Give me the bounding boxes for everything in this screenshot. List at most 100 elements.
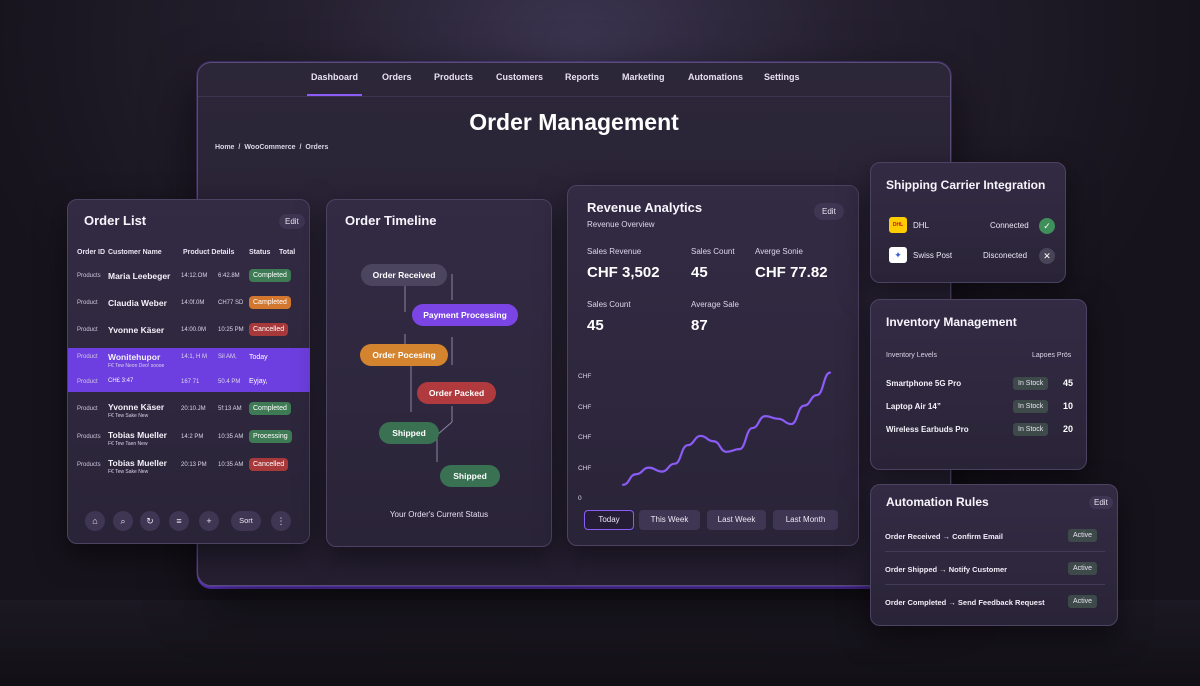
close-icon[interactable]: ✕ bbox=[1039, 248, 1055, 264]
col-customer-name[interactable]: Customer Name bbox=[108, 249, 162, 256]
row-detail: CH77 SD bbox=[218, 300, 244, 306]
inventory-item-name: Wireless Earbuds Pro bbox=[886, 425, 969, 434]
sort-button[interactable]: Sort bbox=[231, 511, 261, 531]
inventory-right-label: Lapoes Prös bbox=[1032, 352, 1072, 359]
filter-icon[interactable]: ≡ bbox=[169, 511, 189, 531]
table-row[interactable]: Products Tobias Mueller F€ Tew Taen New … bbox=[68, 424, 310, 451]
nav-reports[interactable]: Reports bbox=[565, 72, 600, 82]
breadcrumb-woocommerce[interactable]: WooCommerce bbox=[244, 144, 296, 151]
nav-orders[interactable]: Orders bbox=[382, 72, 412, 82]
nav-dashboard[interactable]: Dashboard bbox=[306, 72, 363, 96]
table-row[interactable]: Products Tobias Mueller F€ Tew Sake New … bbox=[68, 452, 310, 479]
status-badge: Eyjay, bbox=[249, 378, 268, 385]
range-this-week-button[interactable]: This Week bbox=[639, 510, 700, 530]
col-order-id[interactable]: Order ID bbox=[77, 249, 106, 256]
row-customer: Claudia Weber bbox=[108, 298, 167, 308]
row-customer: Yvonne Käser bbox=[108, 325, 165, 335]
inventory-qty: 20 bbox=[1063, 424, 1074, 434]
add-icon[interactable]: + bbox=[199, 511, 219, 531]
timeline-node-payment-processing[interactable]: Payment Processing bbox=[412, 304, 518, 326]
page-title: Order Management bbox=[469, 109, 679, 135]
status-badge: Completed bbox=[249, 269, 291, 282]
automation-rules-card: Automation Rules Edit Order Received → C… bbox=[870, 484, 1118, 626]
breadcrumb-separator: / bbox=[299, 144, 302, 151]
order-list-title: Order List bbox=[84, 213, 147, 228]
automation-rule-row[interactable]: Order Completed → Send Feedback Request … bbox=[885, 585, 1105, 618]
revenue-analytics-card: Revenue Analytics Revenue Overview Edit … bbox=[567, 185, 859, 546]
timeline-connector bbox=[436, 421, 453, 462]
stock-badge: In Stock bbox=[1013, 377, 1049, 390]
revenue-title: Revenue Analytics bbox=[587, 200, 703, 215]
nav-automations[interactable]: Automations bbox=[688, 72, 743, 82]
y-tick-label: CHF bbox=[578, 373, 591, 380]
timeline-node-shipped[interactable]: Shipped bbox=[379, 422, 439, 444]
automation-rule-row[interactable]: Order Shipped → Notify Customer Active bbox=[885, 552, 1105, 585]
range-last-week-button[interactable]: Last Week bbox=[707, 510, 766, 530]
automation-rule-row[interactable]: Order Received → Confirm Email Active bbox=[885, 519, 1105, 552]
home-icon[interactable]: ⌂ bbox=[85, 511, 105, 531]
timeline-node-order-processing[interactable]: Order Pocesing bbox=[360, 344, 448, 366]
y-tick-label: CHF bbox=[578, 434, 591, 441]
nav-marketing[interactable]: Marketing bbox=[622, 72, 665, 82]
revenue-subtitle: Revenue Overview bbox=[587, 220, 655, 229]
table-row[interactable]: Product Yvonne Käser 14:00.0M 10:25 PM C… bbox=[68, 317, 310, 344]
row-detail: 20:10.JM bbox=[181, 406, 206, 412]
row-detail: 6:42.8M bbox=[218, 273, 240, 279]
timeline-node-order-packed[interactable]: Order Packed bbox=[417, 382, 496, 404]
row-product-label: Products bbox=[77, 462, 101, 468]
status-badge: Completed bbox=[249, 402, 291, 415]
nav-customers[interactable]: Customers bbox=[496, 72, 544, 82]
row-customer: Wonitehupor bbox=[108, 352, 161, 362]
stat-label: Sales Count bbox=[691, 247, 735, 256]
row-detail: 50.4 PM bbox=[218, 379, 241, 385]
stat-label: Sales Revenue bbox=[587, 247, 642, 256]
table-row[interactable]: Product Claudia Weber 14:0f.0M CH77 SD C… bbox=[68, 290, 310, 317]
rule-status-badge[interactable]: Active bbox=[1068, 595, 1098, 608]
timeline-node-shipped[interactable]: Shipped bbox=[440, 465, 500, 487]
inventory-qty: 45 bbox=[1063, 378, 1074, 388]
table-row-selected[interactable]: Product Wonitehupor F€ Tew Neon Deo! soo… bbox=[68, 348, 310, 373]
revenue-edit-button[interactable]: Edit bbox=[814, 203, 844, 220]
row-customer: Tobias Mueller bbox=[108, 458, 167, 468]
row-detail: 10:25 PM bbox=[218, 327, 244, 333]
range-last-month-button[interactable]: Last Month bbox=[773, 510, 838, 530]
inventory-qty: 10 bbox=[1063, 401, 1074, 411]
status-badge: Cancelled bbox=[249, 458, 289, 471]
col-total[interactable]: Total bbox=[279, 249, 296, 256]
stat-value: CHF 3,502 bbox=[587, 264, 660, 281]
inventory-item-name: Laptop Air 14” bbox=[886, 402, 941, 411]
order-list-card: Order List Edit Order ID Customer Name P… bbox=[67, 199, 310, 544]
breadcrumb-orders[interactable]: Orders bbox=[305, 144, 329, 151]
row-detail: 14:00.0M bbox=[181, 327, 207, 333]
inventory-item-name: Smartphone 5G Pro bbox=[886, 379, 962, 388]
row-subtext: F€ Tew Neon Deo! soooe bbox=[108, 363, 165, 369]
table-row-selected[interactable]: Product CH£ 3:47 167 71 50.4 PM Eyjay, bbox=[68, 373, 310, 392]
nav-settings[interactable]: Settings bbox=[764, 72, 800, 82]
dhl-logo-icon: DHL bbox=[889, 217, 907, 233]
automation-edit-button[interactable]: Edit bbox=[1089, 496, 1113, 509]
timeline-node-order-received[interactable]: Order Received bbox=[361, 264, 447, 286]
timeline-connectors bbox=[404, 274, 453, 462]
col-product-details[interactable]: Product Details bbox=[183, 249, 235, 256]
range-today-button[interactable]: Today bbox=[584, 510, 634, 530]
table-row[interactable]: Products Maria Leebeger 14:12.OM 6:42.8M… bbox=[68, 263, 310, 290]
carrier-name: Swiss Post bbox=[913, 251, 953, 260]
status-badge: Processing bbox=[249, 430, 292, 443]
order-list-edit-button[interactable]: Edit bbox=[279, 214, 305, 229]
more-icon[interactable]: ⋮ bbox=[271, 511, 291, 531]
col-status[interactable]: Status bbox=[249, 249, 271, 256]
revenue-series-line bbox=[621, 371, 832, 486]
breadcrumb-separator: / bbox=[238, 144, 241, 151]
swiss-post-logo-icon: ✦ bbox=[889, 247, 907, 263]
row-detail: 20:13 PM bbox=[181, 462, 207, 468]
row-detail: Sil AM, bbox=[218, 354, 237, 360]
rule-status-badge[interactable]: Active bbox=[1068, 529, 1098, 542]
revenue-line-chart: CHF CHF CHF CHF 0 bbox=[578, 371, 832, 502]
nav-products[interactable]: Products bbox=[434, 72, 474, 82]
row-detail: 5f:13 AM bbox=[218, 406, 242, 412]
breadcrumb-home[interactable]: Home bbox=[215, 144, 235, 151]
search-icon[interactable]: ⌕ bbox=[113, 511, 133, 531]
rule-status-badge[interactable]: Active bbox=[1068, 562, 1098, 575]
refresh-icon[interactable]: ↻ bbox=[140, 511, 160, 531]
table-row[interactable]: Product Yvonne Käser F€ Tew Sake New 20:… bbox=[68, 396, 310, 423]
